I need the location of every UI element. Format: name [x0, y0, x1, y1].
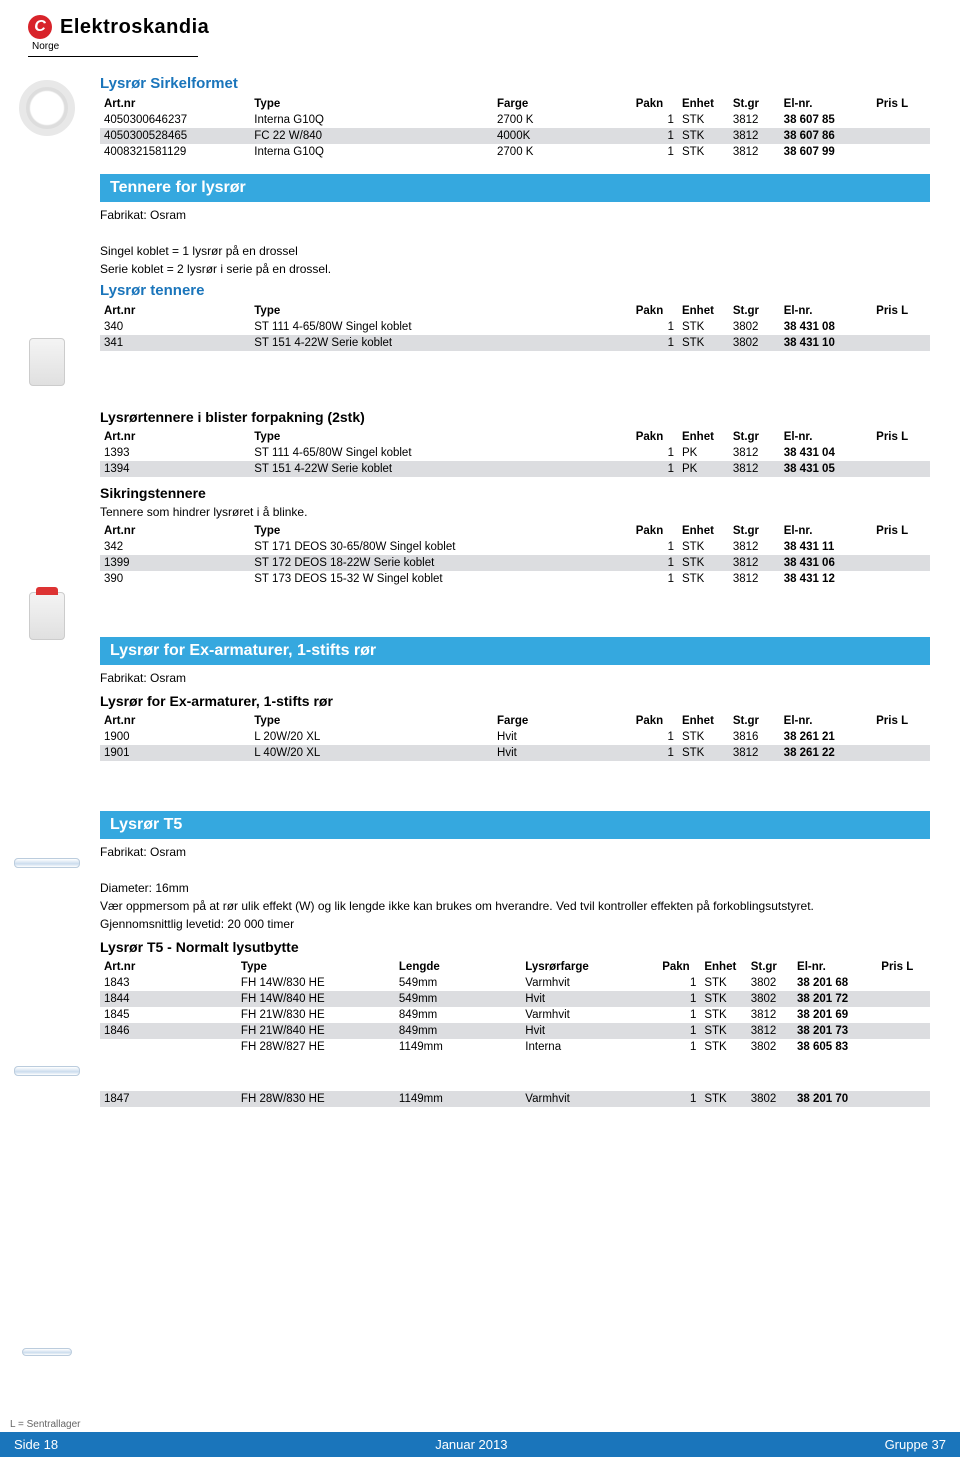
table-row: 1846FH 21W/840 HE849mmHvit1STK381238 201…	[100, 1023, 930, 1039]
tennere-desc2: Serie koblet = 2 lysrør i serie på en dr…	[100, 262, 930, 276]
product-thumb-tube-icon	[12, 840, 82, 886]
t5-desc1: Diameter: 16mm	[100, 881, 930, 895]
section-bar-ex: Lysrør for Ex-armaturer, 1-stifts rør	[100, 637, 930, 665]
table-row: 1901L 40W/20 XLHvit1STK381238 261 22	[100, 745, 930, 761]
table-header-row: Art.nr Type Lengde Lysrørfarge Pakn Enhe…	[100, 959, 930, 975]
table-t5-extra: 1847FH 28W/830 HE1149mmVarmhvit1STK38023…	[100, 1091, 930, 1107]
table-row: FH 28W/827 HE1149mmInterna1STK380238 605…	[100, 1039, 930, 1055]
brand-icon: C	[28, 15, 52, 39]
table-row: 1394ST 151 4-22W Serie koblet1PK381238 4…	[100, 461, 930, 477]
section-bar-t5: Lysrør T5	[100, 811, 930, 839]
table-row: 1393ST 111 4-65/80W Singel koblet1PK3812…	[100, 445, 930, 461]
tennere-desc1: Singel koblet = 1 lysrør på en drossel	[100, 244, 930, 258]
table-blister: Art.nr Type Pakn Enhet St.gr El-nr. Pris…	[100, 429, 930, 477]
section-title-sirkelformet: Lysrør Sirkelformet	[100, 75, 930, 92]
sub-title-lysror-tennere: Lysrør tennere	[100, 282, 930, 299]
product-thumb-tube2-icon	[12, 1048, 82, 1094]
table-row: 1845FH 21W/830 HE849mmVarmhvit1STK381238…	[100, 1007, 930, 1023]
fabrikat-t5: Fabrikat: Osram	[100, 845, 930, 859]
sub-title-t5: Lysrør T5 - Normalt lysutbytte	[100, 939, 930, 955]
table-header-row: Art.nr Type Pakn Enhet St.gr El-nr. Pris…	[100, 523, 930, 539]
table-t5: Art.nr Type Lengde Lysrørfarge Pakn Enhe…	[100, 959, 930, 1055]
footer-date: Januar 2013	[435, 1437, 507, 1452]
table-lysror-tennere: Art.nr Type Pakn Enhet St.gr El-nr. Pris…	[100, 303, 930, 351]
brand-country: Norge	[32, 41, 940, 52]
table-header-row: Art.nr Type Pakn Enhet St.gr El-nr. Pris…	[100, 303, 930, 319]
footer-note: L = Sentrallager	[0, 1419, 960, 1432]
table-row: 341ST 151 4-22W Serie koblet1STK380238 4…	[100, 335, 930, 351]
table-sikring: Art.nr Type Pakn Enhet St.gr El-nr. Pris…	[100, 523, 930, 587]
product-thumb-starter-icon	[12, 338, 82, 386]
fabrikat-tennere: Fabrikat: Osram	[100, 208, 930, 222]
table-row: 4008321581129Interna G10Q2700 K1STK38123…	[100, 144, 930, 160]
sub-title-blister: Lysrørtennere i blister forpakning (2stk…	[100, 409, 930, 425]
product-thumb-ring-icon	[12, 80, 82, 136]
sub-title-sikring: Sikringstennere	[100, 485, 930, 501]
table-row: 1843FH 14W/830 HE549mmVarmhvit1STK380238…	[100, 975, 930, 991]
footer-group: Gruppe 37	[885, 1437, 946, 1452]
sub-title-ex: Lysrør for Ex-armaturer, 1-stifts rør	[100, 693, 930, 709]
table-row: 4050300528465FC 22 W/8404000K1STK381238 …	[100, 128, 930, 144]
table-ex: Art.nr Type Farge Pakn Enhet St.gr El-nr…	[100, 713, 930, 761]
brand-logo: C Elektroskandia Norge	[20, 0, 940, 65]
table-row: 1900L 20W/20 XLHvit1STK381638 261 21	[100, 729, 930, 745]
table-row: 390ST 173 DEOS 15-32 W Singel koblet1STK…	[100, 571, 930, 587]
fabrikat-ex: Fabrikat: Osram	[100, 671, 930, 685]
table-header-row: Art.nr Type Pakn Enhet St.gr El-nr. Pris…	[100, 429, 930, 445]
table-row: 1847FH 28W/830 HE1149mmVarmhvit1STK38023…	[100, 1091, 930, 1107]
footer-page: Side 18	[14, 1437, 58, 1452]
table-sirkelformet: Art.nr Type Farge Pakn Enhet St.gr El-nr…	[100, 96, 930, 160]
t5-desc2: Vær oppmersom på at rør ulik effekt (W) …	[100, 899, 930, 913]
table-header-row: Art.nr Type Farge Pakn Enhet St.gr El-nr…	[100, 96, 930, 112]
product-thumb-starter-red-icon	[12, 592, 82, 640]
table-header-row: Art.nr Type Farge Pakn Enhet St.gr El-nr…	[100, 713, 930, 729]
t5-desc3: Gjennomsnittlig levetid: 20 000 timer	[100, 917, 930, 931]
table-row: 4050300646237Interna G10Q2700 K1STK38123…	[100, 112, 930, 128]
sikring-desc: Tennere som hindrer lysrøret i å blinke.	[100, 505, 930, 519]
table-row: 342ST 171 DEOS 30-65/80W Singel koblet1S…	[100, 539, 930, 555]
section-bar-tennere: Tennere for lysrør	[100, 174, 930, 202]
page-footer: L = Sentrallager Side 18 Januar 2013 Gru…	[0, 1419, 960, 1457]
table-row: 1399ST 172 DEOS 18-22W Serie koblet1STK3…	[100, 555, 930, 571]
table-row: 340ST 111 4-65/80W Singel koblet1STK3802…	[100, 319, 930, 335]
product-thumb-tube3-icon	[12, 1330, 82, 1374]
table-row: 1844FH 14W/840 HE549mmHvit1STK380238 201…	[100, 991, 930, 1007]
brand-name: Elektroskandia	[60, 16, 209, 39]
